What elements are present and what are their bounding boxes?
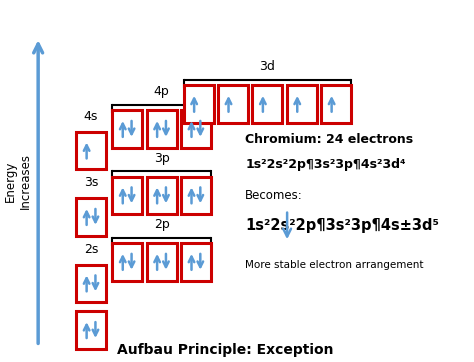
FancyBboxPatch shape — [76, 311, 106, 349]
Text: 2s: 2s — [84, 243, 98, 256]
FancyBboxPatch shape — [76, 198, 106, 236]
Text: Becomes:: Becomes: — [245, 189, 303, 202]
FancyBboxPatch shape — [321, 85, 351, 123]
FancyBboxPatch shape — [76, 132, 106, 169]
Text: 1s²2s²2p¶3s²3p¶4s²3d⁴: 1s²2s²2p¶3s²3p¶4s²3d⁴ — [245, 158, 406, 171]
Text: Energy
Increases: Energy Increases — [3, 153, 31, 209]
Text: 1s²2s²2p¶3s²3p¶4s±3d⁵: 1s²2s²2p¶3s²3p¶4s±3d⁵ — [245, 218, 439, 233]
Text: 1s: 1s — [84, 289, 98, 302]
Text: 3d: 3d — [259, 60, 275, 73]
FancyBboxPatch shape — [76, 265, 106, 302]
FancyBboxPatch shape — [252, 85, 283, 123]
FancyBboxPatch shape — [112, 110, 142, 148]
FancyBboxPatch shape — [146, 243, 176, 281]
FancyBboxPatch shape — [287, 85, 317, 123]
FancyBboxPatch shape — [181, 110, 211, 148]
Text: Aufbau Principle: Exception: Aufbau Principle: Exception — [117, 343, 334, 357]
FancyBboxPatch shape — [181, 177, 211, 214]
Text: 4s: 4s — [84, 110, 98, 123]
Text: Chromium: 24 electrons: Chromium: 24 electrons — [245, 133, 413, 146]
Text: More stable electron arrangement: More stable electron arrangement — [245, 260, 424, 270]
FancyBboxPatch shape — [183, 85, 213, 123]
FancyBboxPatch shape — [146, 177, 176, 214]
FancyBboxPatch shape — [112, 177, 142, 214]
Text: 4p: 4p — [154, 85, 169, 98]
FancyBboxPatch shape — [181, 243, 211, 281]
Text: 3p: 3p — [154, 152, 169, 165]
Text: 3s: 3s — [84, 176, 98, 189]
Text: 2p: 2p — [154, 218, 169, 231]
FancyBboxPatch shape — [218, 85, 248, 123]
FancyBboxPatch shape — [146, 110, 176, 148]
FancyBboxPatch shape — [112, 243, 142, 281]
